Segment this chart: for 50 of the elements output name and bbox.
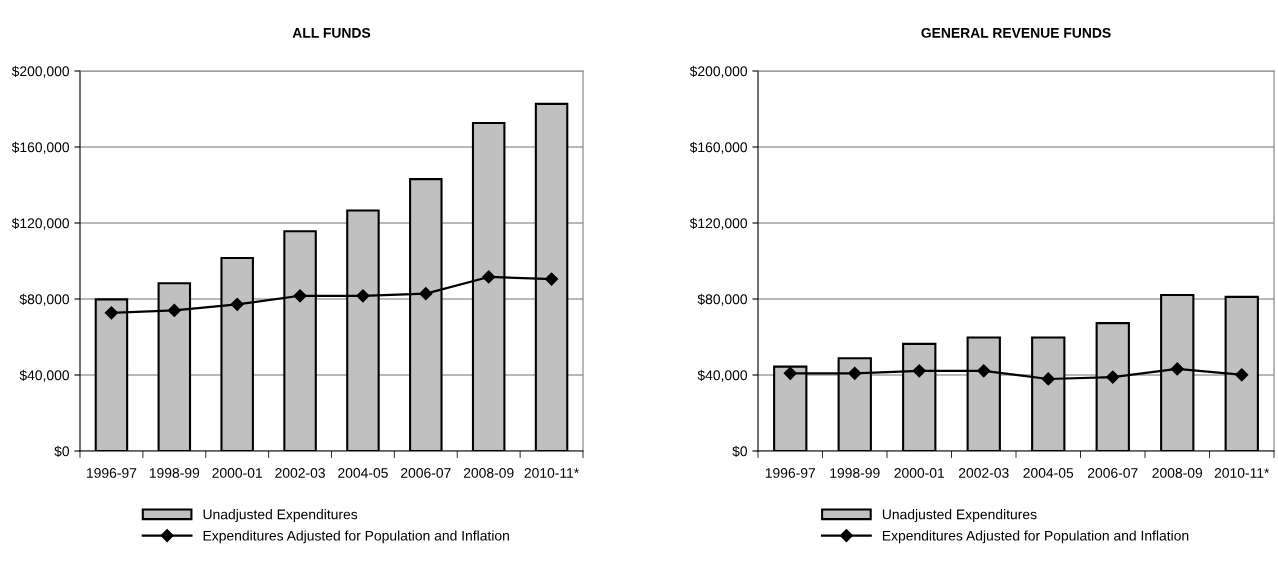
chart-title: ALL FUNDS (292, 27, 371, 38)
x-tick-label: 2000-01 (894, 468, 945, 478)
y-tick-label: $40,000 (19, 369, 70, 382)
x-tick-label: 1996-97 (765, 468, 816, 478)
point (356, 289, 370, 303)
legend-label: Unadjusted Expenditures (203, 509, 358, 523)
point (1170, 362, 1184, 376)
point (1106, 370, 1120, 384)
point (230, 297, 244, 311)
y-tick-label: $80,000 (697, 293, 748, 306)
x-tick-label: 2004-05 (1023, 468, 1074, 478)
point (783, 366, 797, 380)
point (293, 289, 307, 303)
y-tick-label: $160,000 (11, 141, 70, 154)
x-tick-label: 1998-99 (830, 468, 880, 478)
y-tick-label: $120,000 (11, 217, 70, 230)
legend-label: Unadjusted Expenditures (882, 509, 1037, 523)
point (912, 364, 926, 378)
y-tick-label: $0 (54, 445, 70, 457)
x-tick-label: 2008-09 (463, 468, 514, 478)
x-tick-label: 2006-07 (1087, 468, 1138, 478)
x-tick-label: 2002-03 (275, 468, 325, 478)
y-tick-label: $200,000 (689, 65, 748, 78)
y-tick-label: $160,000 (689, 141, 748, 154)
point (848, 366, 862, 380)
x-tick-label: 1998-99 (149, 468, 200, 478)
legend-label: Expenditures Adjusted for Population and Inflation (203, 530, 509, 544)
point (167, 303, 181, 317)
point (482, 270, 496, 284)
y-tick-label: $40,000 (697, 369, 748, 382)
chart-title: GENERAL REVENUE FUNDS (921, 27, 1111, 38)
legend-label: Expenditures Adjusted for Population and Inflation (882, 530, 1189, 544)
point (977, 364, 991, 378)
y-tick-label: $120,000 (689, 217, 748, 230)
x-tick-label: 2006-07 (401, 468, 451, 478)
x-tick-label: 2010-11* (1214, 468, 1270, 478)
x-tick-label: 2008-09 (1152, 468, 1203, 478)
point (104, 306, 119, 320)
y-tick-label: $80,000 (19, 293, 70, 306)
y-tick-label: $200,000 (11, 65, 70, 78)
point (544, 272, 559, 286)
point (419, 287, 433, 301)
y-tick-label: $0 (732, 445, 748, 457)
point (1041, 372, 1055, 386)
x-tick-label: 1996-97 (87, 468, 137, 478)
point (1235, 368, 1249, 382)
x-tick-label: 2004-05 (338, 468, 388, 478)
x-tick-label: 2010-11* (524, 468, 580, 478)
x-tick-label: 2002-03 (958, 468, 1009, 478)
x-tick-label: 2000-01 (212, 468, 262, 478)
